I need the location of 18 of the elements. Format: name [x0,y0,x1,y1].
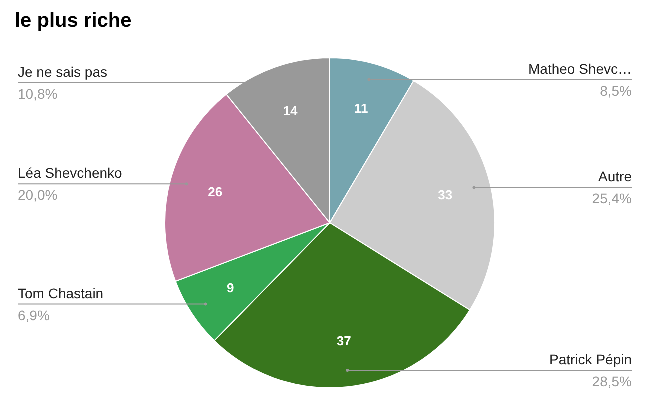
slice-label: Léa Shevchenko [18,165,123,182]
slice-label: Patrick Pépin [550,351,632,368]
data-label: 6,9% [18,307,50,324]
slice-label: Matheo Shevc… [528,60,632,77]
slice-label: Tom Chastain [18,285,104,302]
text: 14 [283,103,298,118]
data-label: 8,5% [600,82,632,99]
data-label: 25,4% [592,190,632,207]
slice-label: Autre [598,168,632,185]
chart-title: le plus riche [15,10,132,33]
slice-label: Je ne sais pas [18,64,108,80]
data-label: 10,8% [18,86,58,102]
data-label: 28,5% [592,373,632,390]
text: 11 [354,100,368,116]
data-label: 20,0% [18,187,58,204]
text: 9 [226,280,234,296]
text: 26 [208,184,223,200]
text: 37 [336,333,352,348]
